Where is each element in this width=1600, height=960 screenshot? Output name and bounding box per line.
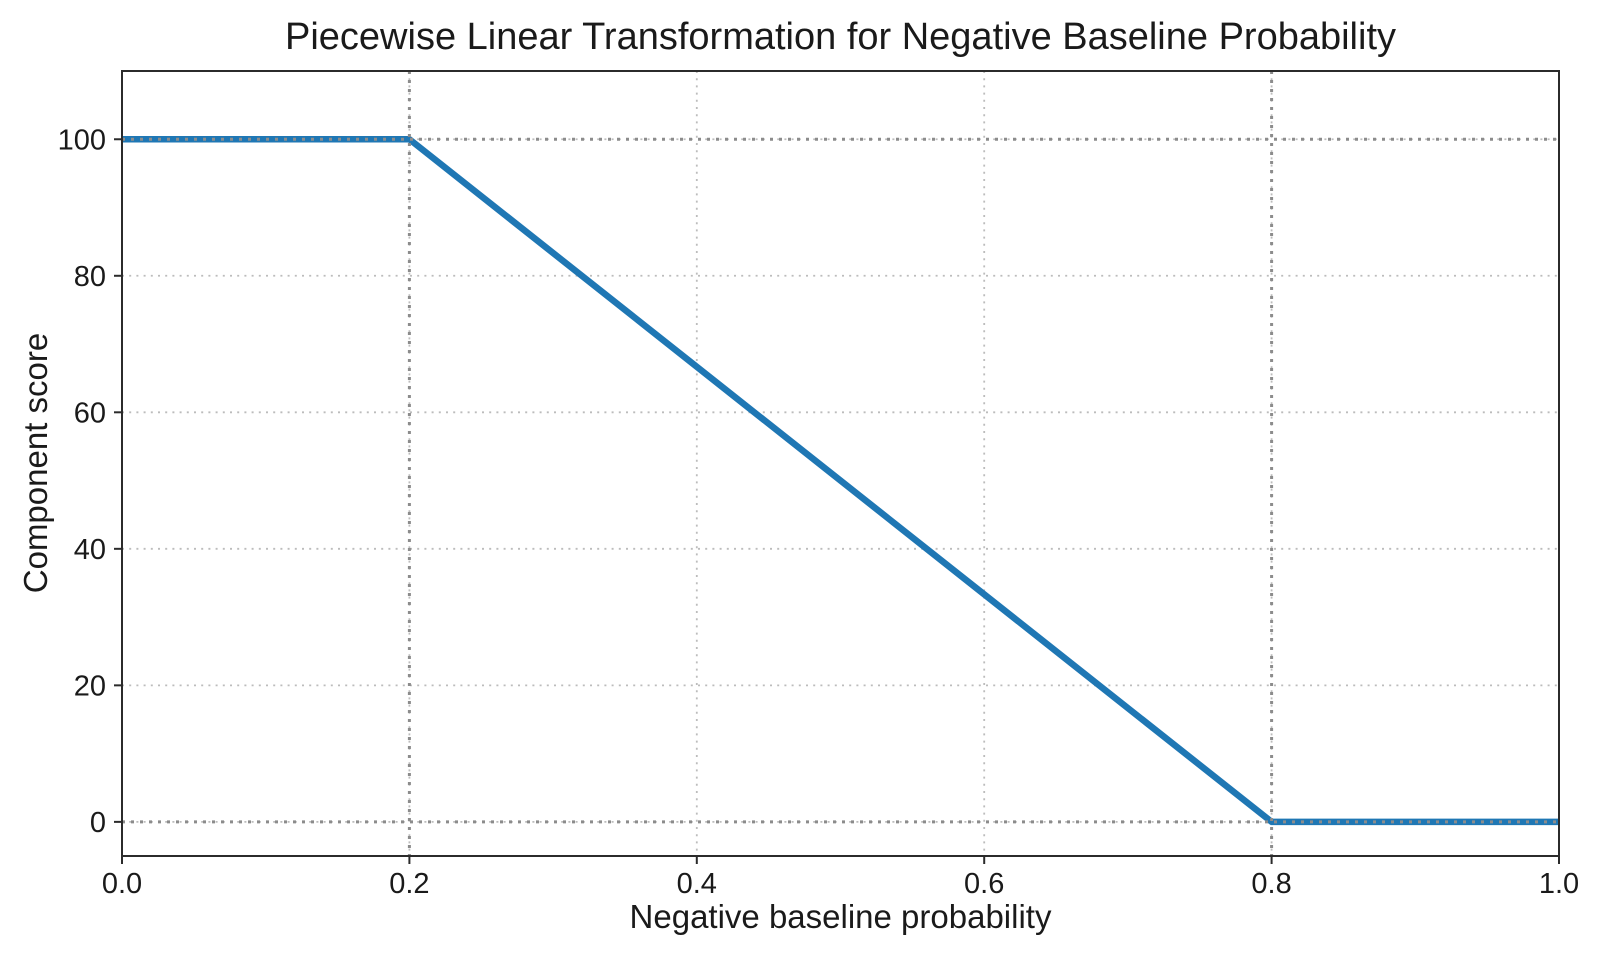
x-tick-label: 0.4 — [677, 868, 717, 900]
chart-title: Piecewise Linear Transformation for Nega… — [285, 16, 1396, 58]
y-tick-label: 0 — [90, 807, 106, 839]
y-tick-label: 80 — [74, 261, 106, 293]
y-tick-label: 20 — [74, 670, 106, 702]
x-tick-label: 0.0 — [102, 868, 142, 900]
plot-border — [121, 70, 1560, 857]
x-axis-label: Negative baseline probability — [629, 898, 1052, 935]
component-score-curve — [122, 136, 1559, 826]
y-axis-label: Component score — [17, 332, 54, 594]
x-tick-label: 0.6 — [964, 868, 1004, 900]
x-tick-label: 1.0 — [1539, 868, 1579, 900]
y-tick-label: 100 — [58, 124, 106, 156]
x-tick-label: 0.2 — [389, 868, 429, 900]
x-tick-label: 0.8 — [1251, 868, 1291, 900]
y-tick-label: 60 — [74, 397, 106, 429]
y-tick-label: 40 — [74, 534, 106, 566]
